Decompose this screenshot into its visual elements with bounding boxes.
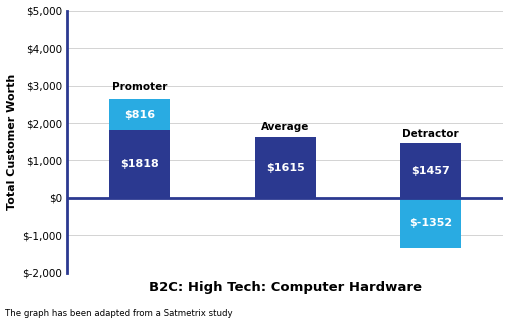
Y-axis label: Total Customer Worth: Total Customer Worth [7,74,17,210]
Bar [109,130,170,198]
X-axis label: B2C: High Tech: Computer Hardware: B2C: High Tech: Computer Hardware [148,281,421,294]
Text: $1457: $1457 [410,165,449,176]
Bar [109,99,170,130]
Text: $1818: $1818 [120,159,159,169]
Text: $1615: $1615 [265,163,304,172]
Text: The graph has been adapted from a Satmetrix study: The graph has been adapted from a Satmet… [5,309,232,318]
Text: Average: Average [261,122,309,132]
Text: Detractor: Detractor [401,129,458,139]
Bar [399,198,460,248]
Bar [399,143,460,198]
Bar [254,137,315,198]
Text: $816: $816 [124,110,155,120]
Text: Promoter: Promoter [112,83,167,92]
Text: $-1352: $-1352 [408,218,451,228]
